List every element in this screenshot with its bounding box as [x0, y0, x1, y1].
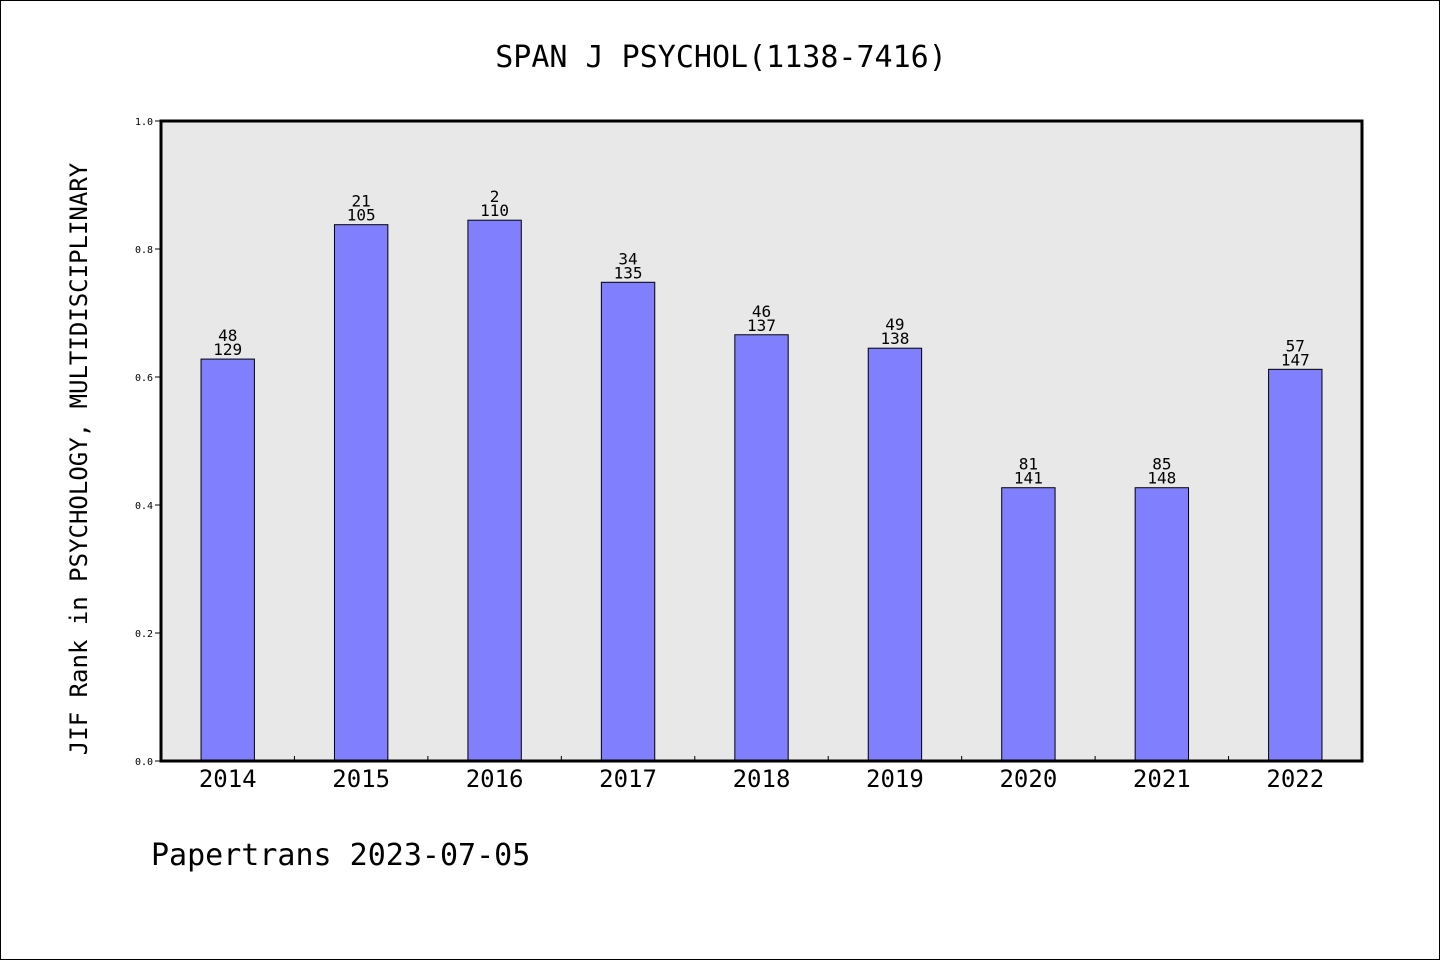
bar-2017: [600, 281, 656, 762]
x-tick-label: 2019: [866, 765, 924, 793]
bar-2021: [1134, 487, 1190, 762]
bar-rank-label: 57: [1286, 336, 1305, 355]
bar-rank-label: 85: [1152, 455, 1171, 474]
bar-total-label: 137: [747, 316, 776, 335]
bar-total-label: 148: [1147, 469, 1176, 488]
bar-2022: [1268, 368, 1323, 762]
bar-rank-label: 48: [218, 326, 237, 345]
bar-2019: [867, 347, 923, 762]
y-tick-label: 0.8: [135, 245, 153, 256]
bar-rank-label: 81: [1019, 455, 1038, 474]
bar-total-label: 105: [347, 206, 376, 225]
x-tick-label: 2020: [999, 765, 1057, 793]
y-tick-label: 1.0: [135, 117, 153, 128]
y-tick-label: 0.0: [135, 757, 153, 768]
x-tick-label: 2017: [599, 765, 657, 793]
y-tick-label: 0.4: [135, 501, 153, 512]
bar-total-label: 147: [1281, 350, 1310, 369]
footer-credit: Papertrans 2023-07-05: [151, 838, 530, 873]
bar-total-label: 135: [614, 263, 643, 282]
x-tick-label: 2022: [1266, 765, 1324, 793]
x-tick-label: 2014: [199, 765, 257, 793]
bar-total-label: 138: [880, 329, 909, 348]
bar-total-label: 129: [213, 340, 242, 359]
bar-2016: [467, 219, 522, 762]
bar-2014: [200, 358, 255, 762]
y-tick-label: 0.6: [135, 373, 153, 384]
x-tick-label: 2016: [466, 765, 524, 793]
x-tick-label: 2021: [1133, 765, 1191, 793]
x-tick-label: 2018: [733, 765, 791, 793]
bar-rank-label: 34: [618, 249, 637, 268]
bar-total-label: 110: [480, 201, 509, 220]
chart-title: SPAN J PSYCHOL(1138-7416): [495, 40, 947, 75]
bars: [200, 219, 1323, 762]
bar-rank-label: 49: [885, 315, 904, 334]
y-tick-label: 0.2: [135, 629, 153, 640]
x-tick-label: 2015: [332, 765, 390, 793]
y-axis-label: JIF Rank in PSYCHOLOGY, MULTIDISCIPLINAR…: [65, 162, 93, 755]
plot-border: [159, 119, 1364, 763]
bar-total-label: 141: [1014, 469, 1043, 488]
bar-2018: [734, 334, 789, 762]
bar-2020: [1001, 487, 1056, 762]
bar-rank-label: 2: [490, 187, 500, 206]
bar-rank-label: 46: [752, 302, 771, 321]
bar-2015: [333, 224, 389, 762]
y-axis: 0.0 0.2 0.4 0.6 0.8 1.0: [135, 117, 161, 768]
bar-rank-label: 21: [352, 192, 371, 211]
x-axis: 2014 2015 2016 2017 2018 2019 2020 2021 2022: [199, 756, 1324, 793]
